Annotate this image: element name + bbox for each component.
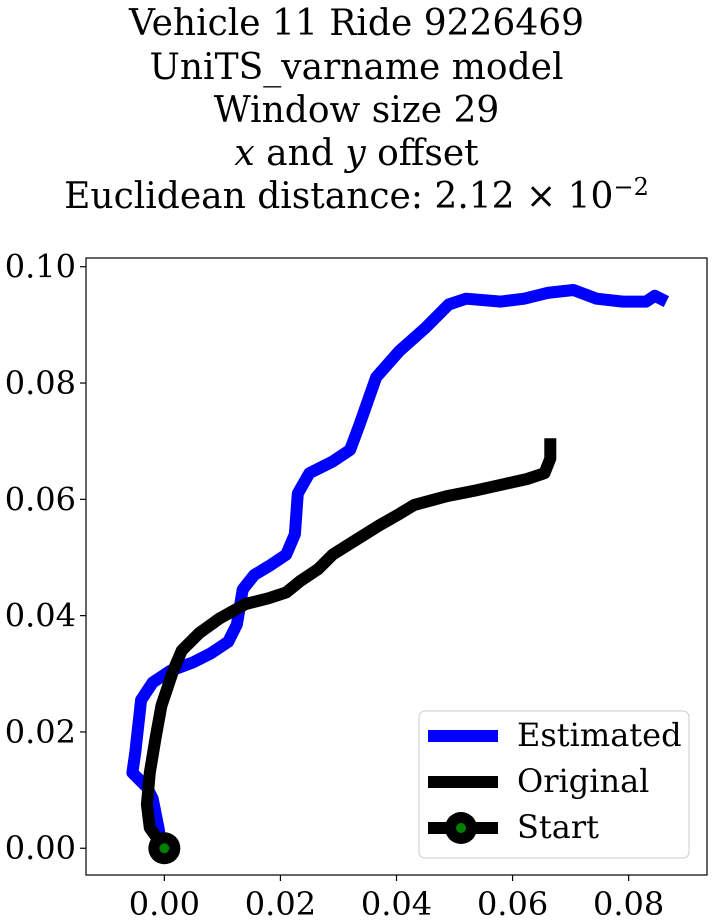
title-y-symbol: y <box>345 133 366 174</box>
y-tick-label: 0.02 <box>5 713 76 751</box>
legend-start-marker-dot <box>456 823 466 833</box>
title-line-4: x and y offset <box>0 136 713 172</box>
title-line-3: Window size 29 <box>213 90 500 131</box>
legend-original-label: Original <box>517 762 649 800</box>
title-line-2: UniTS_varname model <box>149 47 564 88</box>
title-distance: Euclidean distance: 2.12 × 10 <box>64 176 614 217</box>
x-tick-label: 0.02 <box>245 885 316 921</box>
legend-estimated-label: Estimated <box>517 716 682 754</box>
title-exponent: −2 <box>613 173 649 201</box>
y-tick-label: 0.00 <box>5 829 76 867</box>
x-tick-label: 0.00 <box>129 885 200 921</box>
x-tick-label: 0.04 <box>361 885 432 921</box>
y-tick-label: 0.06 <box>5 480 76 518</box>
title-and: and <box>266 133 334 174</box>
title-offset: offset <box>377 133 479 174</box>
x-tick-label: 0.08 <box>593 885 664 921</box>
legend-box <box>418 710 690 859</box>
y-tick-label: 0.10 <box>5 248 76 286</box>
y-tick-label: 0.04 <box>5 597 76 635</box>
series-line-original <box>140 438 557 852</box>
y-tick-label: 0.08 <box>5 364 76 402</box>
x-tick-label: 0.06 <box>477 885 548 921</box>
title-x-symbol: x <box>234 133 255 174</box>
title-line-1: Vehicle 11 Ride 9226469 <box>128 3 585 44</box>
series-line-estimated <box>126 284 670 847</box>
legend-start-label: Start <box>517 808 599 846</box>
title-line-5: Euclidean distance: 2.12 × 10−2 <box>0 175 713 217</box>
legend: Estimated Original Start <box>418 710 690 859</box>
start-marker-dot <box>159 843 170 854</box>
